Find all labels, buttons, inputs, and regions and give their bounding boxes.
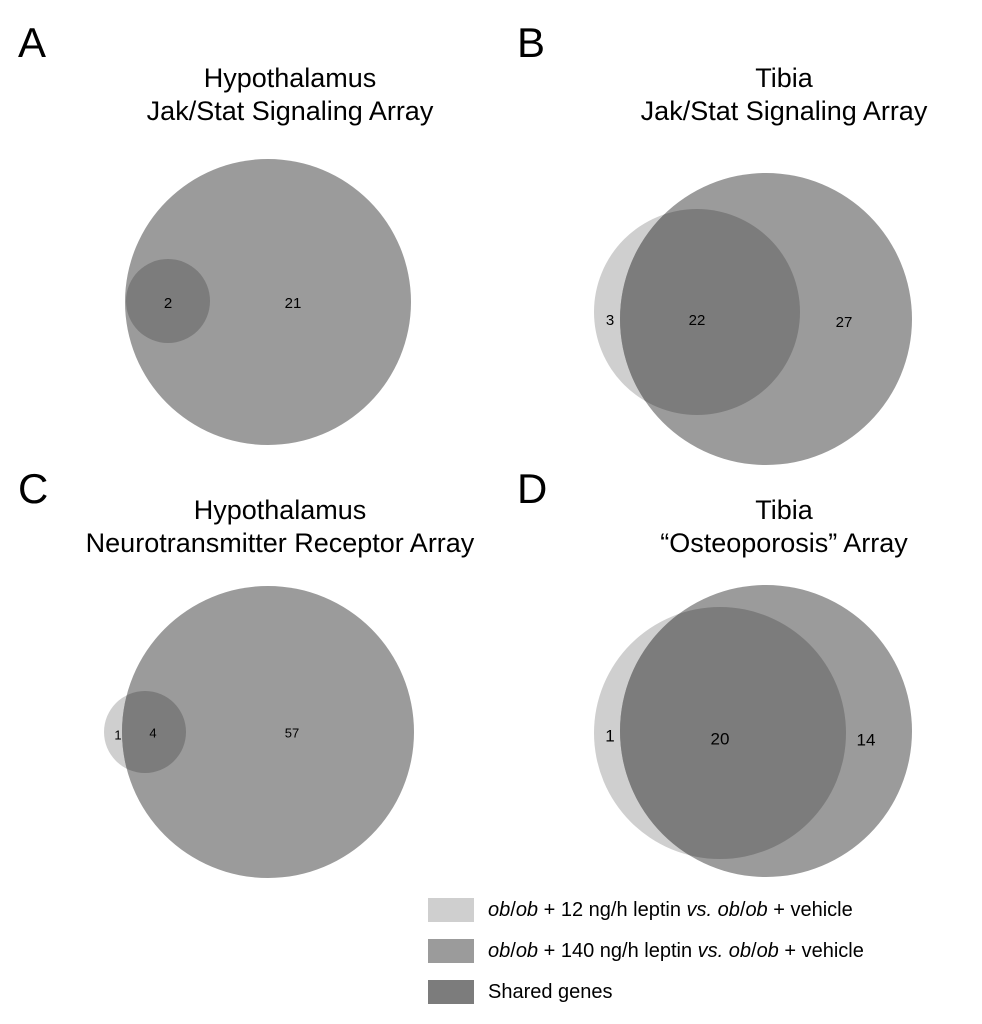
- legend-text-part: ob: [756, 939, 779, 962]
- venn-panel-d: 1 20 14: [594, 585, 912, 877]
- venn-d-low-only-count: 1: [605, 726, 614, 745]
- panel-a-title-line2: Jak/Stat Signaling Array: [146, 96, 434, 126]
- legend-text-part: + 140 ng/h leptin: [538, 939, 698, 962]
- venn-b-high-only-count: 27: [836, 314, 853, 331]
- venn-panel-b: 3 22 27: [594, 173, 912, 465]
- venn-c-low-only-count: 1: [114, 727, 121, 742]
- legend-swatch-shared: [428, 980, 474, 1004]
- panel-title-c: Hypothalamus Neurotransmitter Receptor A…: [70, 494, 490, 560]
- legend-text-part: + vehicle: [767, 898, 853, 921]
- legend-item-low-dose: ob/ob + 12 ng/h leptin vs. ob/ob + vehic…: [428, 897, 853, 923]
- panel-letter-d: D: [517, 465, 548, 512]
- legend-text-part: /: [510, 939, 516, 962]
- panel-title-b: Tibia Jak/Stat Signaling Array: [574, 62, 982, 128]
- panel-b-title-line1: Tibia: [755, 63, 813, 93]
- venn-b-low-only-count: 3: [606, 312, 614, 329]
- venn-panel-a: 2 21: [125, 159, 411, 445]
- venn-d-shared-region: [620, 607, 846, 859]
- legend-text-part: vs. ob: [686, 898, 740, 921]
- venn-a-shared-region: [126, 259, 210, 343]
- venn-b-shared-region: [620, 209, 800, 415]
- venn-d-shared-count: 20: [711, 729, 730, 748]
- legend-text-part: + 12 ng/h leptin: [538, 898, 687, 921]
- legend-text-part: Shared genes: [488, 980, 613, 1003]
- legend-swatch-low-dose: [428, 898, 474, 922]
- panel-letter-a: A: [18, 19, 47, 66]
- venn-panel-c: 1 4 57: [104, 586, 414, 878]
- venn-c-high-only-count: 57: [285, 725, 299, 740]
- legend-text-part: ob: [745, 898, 768, 921]
- legend-text-part: ob: [488, 898, 511, 921]
- legend-label-high-dose: ob/ob + 140 ng/h leptin vs. ob/ob + vehi…: [488, 940, 864, 963]
- panel-letter-b: B: [517, 19, 546, 66]
- legend-swatch-high-dose: [428, 939, 474, 963]
- legend-label-shared: Shared genes: [488, 981, 613, 1004]
- panel-d-title-line1: Tibia: [755, 495, 813, 525]
- venn-a-high-dose-circle: [125, 159, 411, 445]
- panel-letter-c: C: [18, 465, 49, 512]
- panel-a-title-line1: Hypothalamus: [203, 63, 377, 93]
- venn-c-shared-region: [122, 691, 186, 773]
- venn-c-high-dose-circle: [122, 586, 414, 878]
- legend-text-part: vs. ob: [697, 939, 751, 962]
- legend-item-shared: Shared genes: [428, 979, 613, 1005]
- panel-title-a: Hypothalamus Jak/Stat Signaling Array: [80, 62, 500, 128]
- venn-c-shared-count: 4: [149, 725, 156, 740]
- legend-text-part: /: [510, 898, 516, 921]
- venn-d-high-only-count: 14: [857, 730, 876, 749]
- venn-a-shared-count: 2: [164, 295, 172, 312]
- panel-d-title-line2: “Osteoporosis” Array: [660, 528, 908, 558]
- legend-text-part: /: [739, 898, 746, 921]
- legend-text-part: + vehicle: [778, 939, 864, 962]
- legend-text-part: ob: [515, 898, 539, 921]
- panel-c-title-line1: Hypothalamus: [193, 495, 367, 525]
- venn-b-shared-count: 22: [689, 312, 706, 329]
- venn-a-high-only-count: 21: [285, 295, 302, 312]
- legend-label-low-dose: ob/ob + 12 ng/h leptin vs. ob/ob + vehic…: [488, 899, 853, 922]
- panel-title-d: Tibia “Osteoporosis” Array: [574, 494, 982, 560]
- panel-c-title-line2: Neurotransmitter Receptor Array: [85, 528, 475, 558]
- legend-text-part: ob: [488, 939, 511, 962]
- legend-item-high-dose: ob/ob + 140 ng/h leptin vs. ob/ob + vehi…: [428, 938, 864, 964]
- panel-b-title-line2: Jak/Stat Signaling Array: [640, 96, 928, 126]
- legend-text-part: ob: [515, 939, 539, 962]
- legend-text-part: /: [751, 939, 757, 962]
